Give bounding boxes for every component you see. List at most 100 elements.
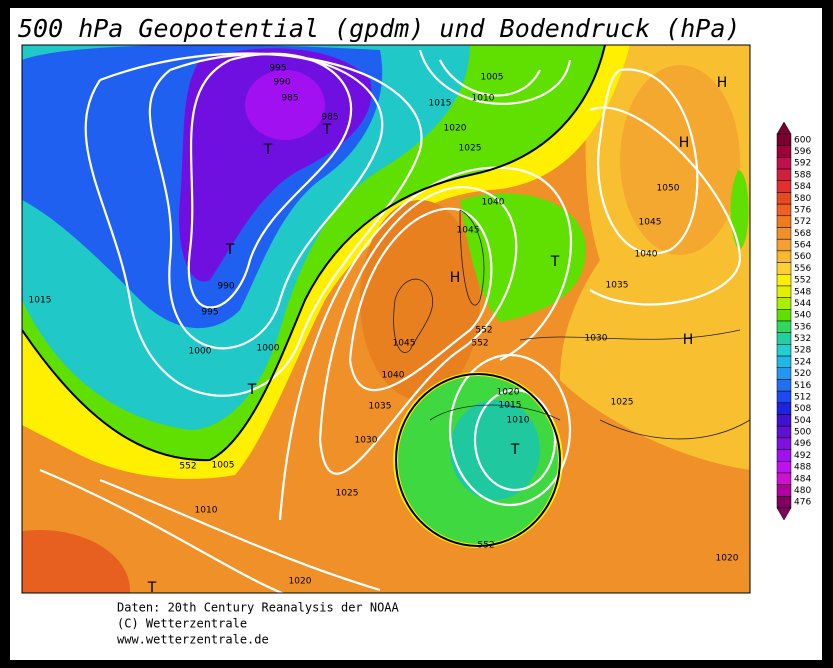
colorbar-box	[776, 461, 792, 474]
map-field	[22, 45, 750, 593]
isobar-label: 1040	[482, 198, 505, 208]
colorbar-label: 528	[794, 346, 811, 356]
isobar-label: 1025	[611, 398, 634, 408]
colorbar-label: 548	[794, 287, 811, 297]
isobar-label: 1010	[195, 506, 218, 516]
isobar-label: 995	[201, 308, 218, 318]
colorbar-label: 552	[794, 276, 811, 286]
isobar-label: 1045	[639, 218, 662, 228]
colorbar-label: 500	[794, 428, 811, 438]
colorbar-box	[776, 157, 792, 170]
isobar-label: 1020	[497, 388, 520, 398]
colorbar-box	[776, 425, 792, 439]
colorbar-label: 488	[794, 463, 811, 473]
isobar-label: 990	[273, 78, 290, 88]
pressure-center: T	[510, 442, 520, 458]
colorbar-label: 520	[794, 369, 811, 379]
colorbar-box	[776, 344, 792, 357]
colorbar-label: 580	[794, 194, 811, 204]
isobar-label: 1025	[459, 144, 482, 154]
isobar-label: 1020	[289, 577, 312, 587]
colorbar-box	[776, 133, 792, 146]
isobar-label: 1040	[382, 371, 405, 381]
map-labels: H H H H T T T T T T T 995 990 985 985 1005 1010 1015 1020 1…	[29, 64, 739, 597]
colorbar-box	[776, 414, 792, 427]
colorbar-box	[776, 250, 792, 263]
colorbar-cap	[776, 507, 792, 521]
colorbar-box	[776, 332, 792, 345]
isobar-label: 985	[281, 94, 298, 104]
isobar-label: 1020	[716, 554, 739, 564]
pressure-center: T	[225, 242, 235, 258]
isobar-label: 1005	[481, 73, 504, 83]
map-frame	[21, 44, 751, 594]
colorbar-label: 556	[794, 264, 811, 274]
isobar-label: 1020	[444, 124, 467, 134]
colorbar-box	[776, 437, 792, 450]
isobar-label: 552	[471, 339, 488, 349]
isobar-label: 1010	[472, 94, 495, 104]
colorbar: 6005965925885845805765725685645605565525…	[776, 121, 811, 521]
colorbar-box	[776, 390, 792, 404]
colorbar-box	[776, 145, 792, 158]
colorbar-box	[776, 496, 792, 509]
colorbar-box	[776, 274, 792, 287]
colorbar-label: 596	[794, 147, 811, 157]
pressure-center: H	[683, 332, 694, 348]
colorbar-label: 536	[794, 322, 811, 332]
colorbar-box	[776, 309, 792, 322]
isobar-label: 1045	[393, 339, 416, 349]
colorbar-box	[776, 285, 792, 298]
colorbar-box	[776, 192, 792, 205]
isobar-label: 990	[217, 282, 234, 292]
colorbar-label: 492	[794, 451, 811, 461]
colorbar-box	[776, 168, 792, 181]
pressure-center: T	[247, 382, 257, 398]
credit-url: www.wetterzentrale.de	[117, 633, 269, 647]
isobar-label: 552	[179, 462, 196, 472]
colorbar-box	[776, 227, 792, 240]
colorbar-box	[776, 402, 792, 415]
isobar-label: 985	[321, 113, 338, 123]
isobar-label: 1000	[189, 347, 212, 357]
colorbar-label: 592	[794, 159, 811, 169]
pressure-center: H	[717, 75, 728, 91]
isobar-label: 1005	[212, 461, 235, 471]
colorbar-label: 540	[794, 311, 811, 321]
colorbar-label: 508	[794, 404, 811, 414]
colorbar-label: 572	[794, 217, 811, 227]
colorbar-box	[776, 320, 792, 333]
colorbar-box	[776, 449, 792, 462]
pressure-center: T	[147, 580, 157, 596]
colorbar-label: 480	[794, 486, 811, 496]
isobar-label: 1025	[336, 489, 359, 499]
colorbar-box	[776, 262, 792, 275]
isobar-label: 1035	[606, 281, 629, 291]
colorbar-box	[776, 180, 792, 193]
pressure-center: T	[263, 142, 273, 158]
colorbar-box	[776, 297, 792, 310]
colorbar-box	[776, 215, 792, 228]
colorbar-box	[776, 355, 792, 368]
colorbar-label: 504	[794, 416, 811, 426]
colorbar-label: 496	[794, 439, 811, 449]
colorbar-label: 588	[794, 170, 811, 180]
isobar-label: 1030	[585, 334, 608, 344]
credit-data: Daten: 20th Century Reanalysis der NOAA	[117, 601, 400, 615]
pressure-center: H	[679, 135, 690, 151]
credit-copyright: (C) Wetterzentrale	[117, 617, 247, 631]
colorbar-label: 560	[794, 252, 811, 262]
isobar-label: 1010	[507, 416, 530, 426]
pressure-center: H	[450, 270, 461, 286]
isobar-label: 1050	[657, 184, 680, 194]
colorbar-label: 484	[794, 474, 811, 484]
colorbar-label: 576	[794, 205, 811, 215]
isobar-label: 1000	[257, 344, 280, 354]
pressure-center: T	[550, 254, 560, 270]
colorbar-label: 476	[794, 498, 811, 508]
colorbar-label: 524	[794, 357, 811, 367]
isobar-label: 995	[269, 64, 286, 74]
isobar-label: 552	[477, 541, 494, 551]
isobar-label: 1045	[457, 226, 480, 236]
colorbar-box	[776, 203, 792, 217]
